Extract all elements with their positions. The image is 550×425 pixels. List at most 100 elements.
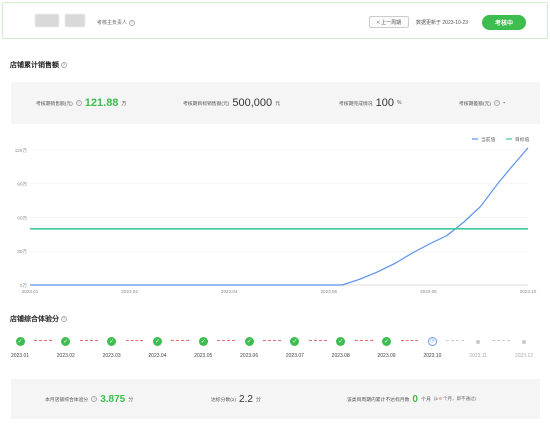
timeline-connector [79,340,98,342]
check-icon: ✓ [61,337,71,346]
check-icon: ✓ [107,337,117,346]
help-icon[interactable]: ? [129,19,136,26]
score-section-title: 店铺综合体验分 ? [10,314,67,324]
clock-icon: ◷ [427,337,437,346]
kpi-value: 121.88 [84,97,119,109]
month-timeline: ✓ 2023.01 ✓ 2023.02 ✓ 2023.03 ✓ 2023.04 ✓ 2023.05… [0,333,550,369]
sales-kpi-panel: 考核期销售额(元) ? 121.88 万 考核期目标销售额(元) 500,000… [11,82,540,124]
y-tick-label: 0万 [20,283,28,289]
kpi-difference: 考核期差额(元) ? - [459,82,505,124]
timeline-connector [263,340,281,342]
y-tick-label: 60万 [17,215,27,221]
check-icon: ✓ [382,337,392,346]
check-icon: ✓ [198,337,208,346]
series-line-current [30,147,529,286]
month-label: 2023.06 [240,353,259,359]
x-tick-label: 2023.10 [520,289,537,294]
timeline-connector [492,340,510,342]
legend-label: 当前值 [481,136,496,143]
legend-label: 目标值 [515,136,530,143]
month-label: 2023.08 [331,353,350,359]
help-icon[interactable]: ? [493,100,500,106]
kpi-value: 500,000 [232,97,273,109]
fail-months: 该类目周期内累计不达标月数 0 个月 (≥ 6 个月，即不通过) [347,379,476,419]
month-label: 2023.03 [102,353,121,359]
x-tick-label: 2023.08 [420,289,437,294]
fail-unit: 个月 [420,396,431,403]
kpi-unit: % [396,100,402,106]
score-value: 3.875 [100,393,126,405]
check-icon: ✓ [152,337,162,346]
shop-name-blurred [65,14,85,27]
kpi-target-sales: 考核期目标销售额(元) 500,000 元 [183,82,280,124]
check-icon: ✓ [244,337,254,346]
fail-note: (≥ 6 个月，即不通过) [433,396,476,401]
timeline-connector [217,340,236,342]
owner-info: 考核主负责人 ? [97,19,136,26]
x-tick-label: 2023.02 [121,289,138,294]
shop-avatar-blurred [35,14,59,27]
x-tick-label: 2023.06 [320,289,337,294]
check-icon: ✓ [290,337,300,346]
kpi-label: 考核期销售额(元) [36,101,73,107]
month-label: 2023.02 [56,353,75,359]
score-panel: 本月店铺综合体验分 ? 3.875 分 达标分数(≥) 2.2 分 该类目周期内… [11,379,540,419]
target-value: 2.2 [239,393,253,405]
score-unit: 分 [128,396,134,403]
month-label: 2023.11 [469,353,488,359]
kpi-value: 100 [375,97,394,109]
y-tick-label: 120万 [15,148,28,154]
kpi-period-sales: 考核期销售额(元) ? 121.88 万 [36,82,126,124]
month-label: 2023.05 [194,353,213,359]
score-label: 本月店铺综合体验分 [45,397,89,403]
x-tick-label: 2023.04 [221,289,238,294]
owner-label: 考核主负责人 [97,20,128,26]
kpi-label: 考核期目标销售额(元) [183,101,230,107]
timeline-connector [400,340,419,342]
update-time: 数据更新于 2023-10-23 [416,20,468,26]
pending-dot-icon [522,340,526,344]
check-icon: ✓ [336,337,346,346]
pending-dot-icon [476,340,481,344]
month-label: 2023.07 [285,353,304,359]
current-score: 本月店铺综合体验分 ? 3.875 分 [45,379,133,419]
timeline-connector [446,340,465,342]
timeline-connector [171,340,190,342]
fail-label: 该类目周期内累计不达标月数 [347,397,410,403]
fail-value: 0 [412,393,418,405]
y-tick-label: 30万 [17,249,27,255]
status-badge[interactable]: 考核中 [482,15,526,30]
prev-period-button[interactable]: < 上一周期 [369,16,409,28]
target-unit: 分 [255,396,261,403]
chart-svg: 0万 30万 60万 90万 120万 2023.01 2023.02 2023.04 2023… [15,136,537,294]
x-tick-label: 2023.01 [22,289,39,294]
sales-section-title: 店铺累计销售额 ? [10,60,67,70]
top-bar: 考核主负责人 ? < 上一周期 数据更新于 2023-10-23 考核中 [2,2,548,39]
timeline-connector [125,340,144,342]
sales-line-chart: 0万 30万 60万 90万 120万 2023.01 2023.02 2023.04 2023… [0,130,550,305]
month-label: 2023.10 [423,353,442,359]
month-label: 2023.04 [148,353,167,359]
help-icon[interactable]: ? [75,100,82,106]
help-icon[interactable]: ? [61,316,67,322]
help-icon[interactable]: ? [91,396,98,402]
score-title-text: 店铺综合体验分 [10,316,59,323]
month-label: 2023.12 [514,353,534,359]
month-label: 2023.01 [10,353,30,359]
month-label: 2023.09 [377,353,396,359]
target-label: 达标分数(≥) [211,397,237,403]
y-tick-label: 90万 [17,182,27,188]
target-score: 达标分数(≥) 2.2 分 [211,379,261,419]
timeline-connector [34,340,52,342]
kpi-unit: 元 [275,100,281,107]
help-icon[interactable]: ? [61,62,67,68]
sales-title-text: 店铺累计销售额 [10,62,59,69]
check-icon: ✓ [15,337,25,346]
kpi-label: 考核期完成情况 [339,101,373,107]
kpi-value: - [502,99,506,107]
kpi-unit: 万 [121,100,127,107]
kpi-label: 考核期差额(元) [459,101,491,107]
kpi-completion: 考核期完成情况 100 % [339,82,401,124]
timeline-connector [308,340,327,342]
timeline-connector [354,340,373,342]
